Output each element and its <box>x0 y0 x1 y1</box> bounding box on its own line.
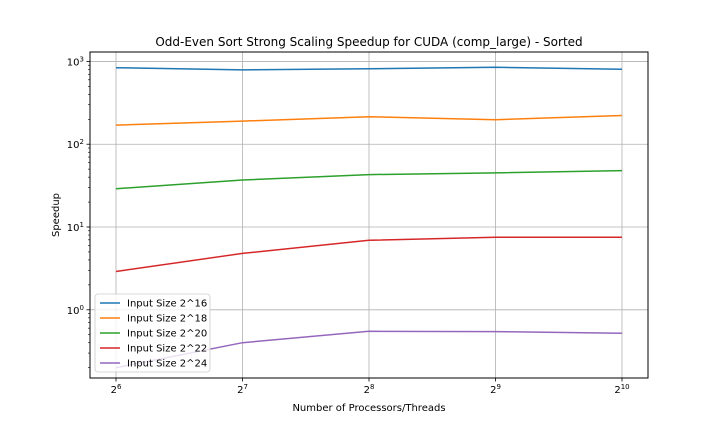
series-line-1 <box>115 66 623 71</box>
series-line-2 <box>115 114 623 126</box>
legend-box <box>94 293 211 373</box>
y-tick-label: 102 <box>67 138 84 151</box>
y-tick-label: 100 <box>67 304 84 317</box>
x-tick-label: 26 <box>111 383 122 396</box>
x-axis-label: Number of Processors/Threads <box>292 403 445 414</box>
legend-label: Input Size 2^20 <box>127 329 207 340</box>
series-line-3 <box>115 169 623 190</box>
y-tick-label: 103 <box>67 55 84 68</box>
x-tick-label: 28 <box>364 383 375 396</box>
grid <box>90 52 648 378</box>
y-axis-ticks: 100 101 102 103 <box>67 55 90 368</box>
legend-label: Input Size 2^16 <box>127 299 207 310</box>
y-axis-label: Speedup <box>51 193 62 237</box>
series-line-4 <box>115 236 622 273</box>
chart-title: Odd-Even Sort Strong Scaling Speedup for… <box>155 35 582 49</box>
x-tick-label: 210 <box>614 383 629 396</box>
legend: Input Size 2^16 Input Size 2^18 Input Size… <box>94 293 211 373</box>
legend-label: Input Size 2^18 <box>127 314 207 325</box>
x-axis-ticks: 26 27 28 29 210 <box>111 378 630 396</box>
legend-label: Input Size 2^22 <box>127 344 207 355</box>
x-tick-label: 29 <box>490 383 501 396</box>
x-tick-label: 27 <box>237 383 248 396</box>
y-tick-label: 101 <box>67 221 84 234</box>
legend-label: Input Size 2^24 <box>127 359 207 370</box>
